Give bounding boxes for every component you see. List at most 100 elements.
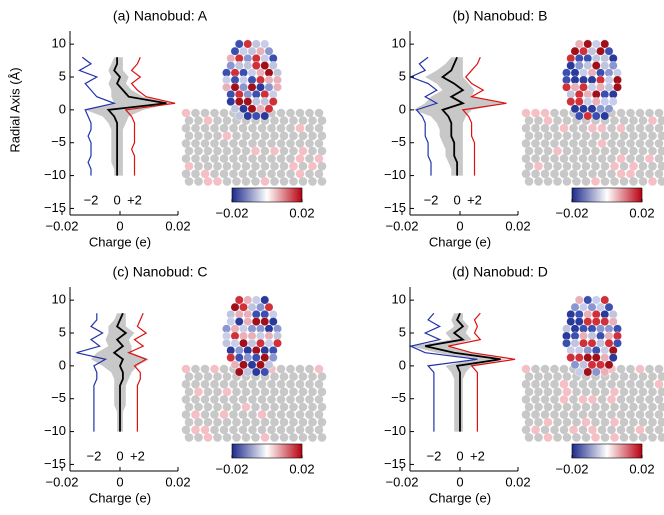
tube-atom	[200, 410, 210, 419]
y-tick-label: 5	[399, 68, 406, 83]
tube-atom	[610, 417, 619, 427]
y-tick-label: −15	[44, 200, 66, 215]
bud-atom	[273, 338, 282, 348]
tube-atom	[645, 379, 654, 389]
tube-atom	[607, 123, 616, 133]
tube-atom	[578, 123, 588, 133]
panel-title: (a) Nanobud: A	[113, 8, 208, 24]
tube-atom	[645, 139, 654, 148]
bud-atom	[600, 111, 610, 121]
tube-atom	[210, 410, 219, 419]
tube-atom	[222, 177, 232, 186]
tube-atom	[194, 116, 203, 125]
bud-atom	[260, 97, 270, 107]
tube-atom	[248, 123, 257, 133]
y-tick-label: −15	[44, 456, 66, 471]
tube-atom	[572, 402, 581, 412]
tube-atom	[213, 433, 222, 442]
tube-atom	[181, 425, 191, 435]
tube-atom	[241, 161, 251, 171]
bud-atom	[230, 302, 240, 312]
tube-atom	[597, 395, 607, 404]
bud-atom	[268, 353, 278, 362]
tube-atom	[238, 123, 248, 133]
tube-atom	[181, 169, 191, 179]
tube-atom	[279, 177, 289, 186]
bud-atom	[600, 317, 610, 326]
tube-atom	[521, 139, 531, 148]
tube-atom	[238, 169, 248, 179]
tube-atom	[210, 169, 219, 179]
charge-line	[106, 57, 167, 176]
charge-line	[448, 312, 516, 432]
bud-atom	[247, 360, 257, 370]
tube-atom	[305, 364, 314, 374]
x-tick-label: −0.02	[46, 218, 79, 233]
bud-atom	[566, 61, 576, 70]
tube-atom	[191, 154, 200, 163]
tube-atom	[610, 402, 619, 412]
tube-atom	[540, 139, 550, 148]
tube-atom	[597, 139, 607, 148]
bud-atom	[247, 338, 257, 348]
bud-atom	[251, 353, 261, 362]
charge-line	[425, 312, 501, 432]
series-annotation: −2	[84, 192, 99, 207]
bud-atom	[566, 353, 576, 362]
tube-atom	[531, 169, 540, 179]
tube-atom	[286, 410, 295, 419]
tube-atom	[616, 154, 626, 163]
tube-atom	[638, 433, 648, 442]
tube-atom	[645, 154, 654, 163]
tube-atom	[181, 379, 191, 389]
series-annotation: −2	[424, 192, 439, 207]
tube-atom	[540, 169, 550, 179]
tube-atom	[210, 108, 219, 118]
bud-atom	[570, 46, 580, 56]
bud-atom	[613, 82, 622, 92]
tube-atom	[626, 395, 635, 404]
tube-atom	[267, 123, 276, 133]
tube-atom	[200, 154, 210, 163]
tube-atom	[654, 395, 664, 404]
tube-atom	[184, 177, 194, 186]
colorbar-tick-label: −0.02	[556, 205, 589, 220]
tube-atom	[270, 402, 279, 412]
bud-atom	[239, 302, 248, 312]
bud-atom	[247, 82, 257, 92]
bud-atom	[226, 61, 236, 70]
tube-atom	[279, 146, 289, 156]
tube-atom	[267, 425, 276, 435]
tube-atom	[543, 131, 553, 141]
bud-atom	[226, 97, 236, 107]
tube-atom	[260, 433, 270, 442]
bud-atom	[579, 338, 588, 348]
tube-atom	[543, 161, 553, 171]
tube-atom	[203, 177, 213, 186]
tube-atom	[581, 433, 591, 442]
y-tick-label: −10	[384, 167, 406, 182]
y-tick-label: 5	[59, 324, 66, 339]
bud-atom	[239, 360, 248, 370]
tube-atom	[597, 379, 607, 389]
tube-atom	[279, 131, 289, 141]
tube-atom	[203, 161, 213, 171]
tube-atom	[597, 123, 607, 133]
bud-atom	[600, 353, 610, 362]
bud-atom	[251, 367, 261, 377]
tube-atom	[308, 387, 317, 397]
tube-atom	[657, 161, 664, 171]
tube-atom	[257, 169, 267, 179]
colorbar-tick-label: 0.02	[289, 461, 314, 476]
tube-atom	[298, 417, 308, 427]
tube-atom	[308, 131, 317, 141]
tube-atom	[540, 410, 550, 419]
bud-atom	[583, 39, 593, 49]
series-annotation: +2	[130, 448, 145, 463]
tube-atom	[251, 402, 260, 412]
tube-atom	[619, 177, 629, 186]
bud-atom	[243, 353, 253, 362]
tube-atom	[635, 154, 645, 163]
tube-atom	[241, 387, 251, 397]
tube-atom	[289, 161, 298, 171]
